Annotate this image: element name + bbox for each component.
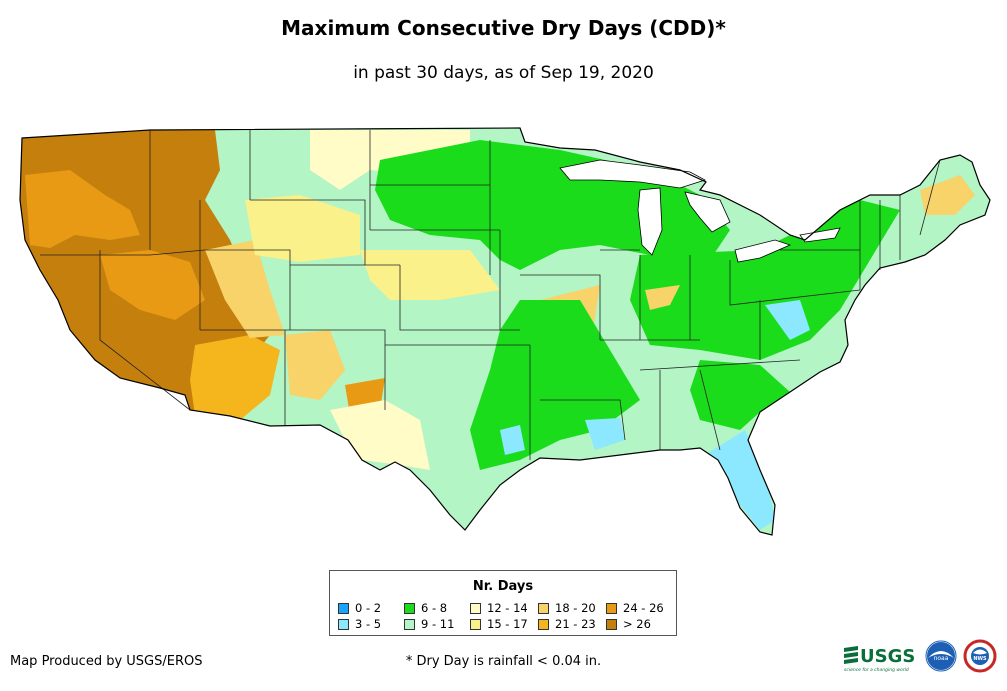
legend-swatch [538,618,549,630]
zone-southeast-6-8 [690,360,790,430]
legend-label: 0 - 2 [355,601,382,615]
legend-swatch [404,602,415,614]
legend-swatch [404,618,415,630]
legend-item: 0 - 2 [338,601,381,615]
zone-louisiana-3-5 [585,418,625,450]
legend-item: 6 - 8 [404,601,447,615]
legend-label: 24 - 26 [623,601,664,615]
legend-swatch [538,602,549,614]
zone-virginia-3-5 [765,300,810,340]
zone-oregon-24-26 [25,170,140,248]
agency-logos: USGS science for a changing world noaa N… [844,639,997,673]
usgs-logo: USGS science for a changing world [844,646,915,673]
legend-swatch [606,602,617,614]
map-title: Maximum Consecutive Dry Days (CDD)* [281,16,726,40]
zone-utah-18-20 [205,240,285,338]
map-subtitle: in past 30 days, as of Sep 19, 2020 [353,63,654,83]
state-borders [40,130,941,460]
usgs-tagline: science for a changing world [844,667,909,673]
legend-item: 15 - 17 [470,617,528,631]
legend: Nr. Days 0 - 2 3 - 5 6 - 8 9 - 11 12 - 1… [329,570,677,636]
legend-swatch [338,618,349,630]
legend-swatch [470,618,481,630]
zone-new-england-18-20 [920,175,975,215]
legend-title: Nr. Days [472,579,534,594]
legend-item: 18 - 20 [538,601,596,615]
nws-text: NWS [973,656,987,662]
legend-label: 15 - 17 [487,617,528,631]
dry-day-footnote: * Dry Day is rainfall < 0.04 in. [405,654,602,669]
zone-nm-18-20 [285,330,345,400]
lake-erie [734,239,792,263]
zone-texas-12-14 [330,400,430,470]
noaa-text: noaa [934,655,949,662]
legend-item: 9 - 11 [404,617,454,631]
legend-item: 12 - 14 [470,601,528,615]
legend-label: > 26 [623,617,651,631]
legend-item: 3 - 5 [338,617,381,631]
lake-superior [559,159,707,189]
zone-indiana-18-20 [645,285,680,310]
legend-swatch [470,602,481,614]
legend-swatch [606,618,617,630]
zone-kansas-15-17 [360,250,500,300]
legend-label: 18 - 20 [555,601,596,615]
legend-label: 6 - 8 [421,601,448,615]
legend-item: 24 - 26 [606,601,664,615]
nws-logo: NWS [963,639,997,673]
lake-michigan [637,187,663,256]
great-lakes [559,159,841,263]
zone-wyoming-15-17 [245,195,360,262]
legend-label: 9 - 11 [421,617,455,631]
usgs-wordmark: USGS [860,646,915,667]
legend-item: 21 - 23 [538,617,596,631]
zone-nevada-24-26 [100,250,205,320]
legend-label: 3 - 5 [355,617,382,631]
legend-label: 21 - 23 [555,617,596,631]
zone-ohio-valley-6-8 [630,200,900,360]
us-cdd-map [19,127,991,536]
legend-item: > 26 [606,617,651,631]
map-credit: Map Produced by USGS/EROS [10,654,203,669]
legend-swatch [338,602,349,614]
zone-southwest-21-23 [190,335,280,420]
zone-texas-coast-3-5 [500,425,525,455]
lake-huron [684,191,731,233]
legend-label: 12 - 14 [487,601,528,615]
noaa-logo: noaa [925,640,957,672]
